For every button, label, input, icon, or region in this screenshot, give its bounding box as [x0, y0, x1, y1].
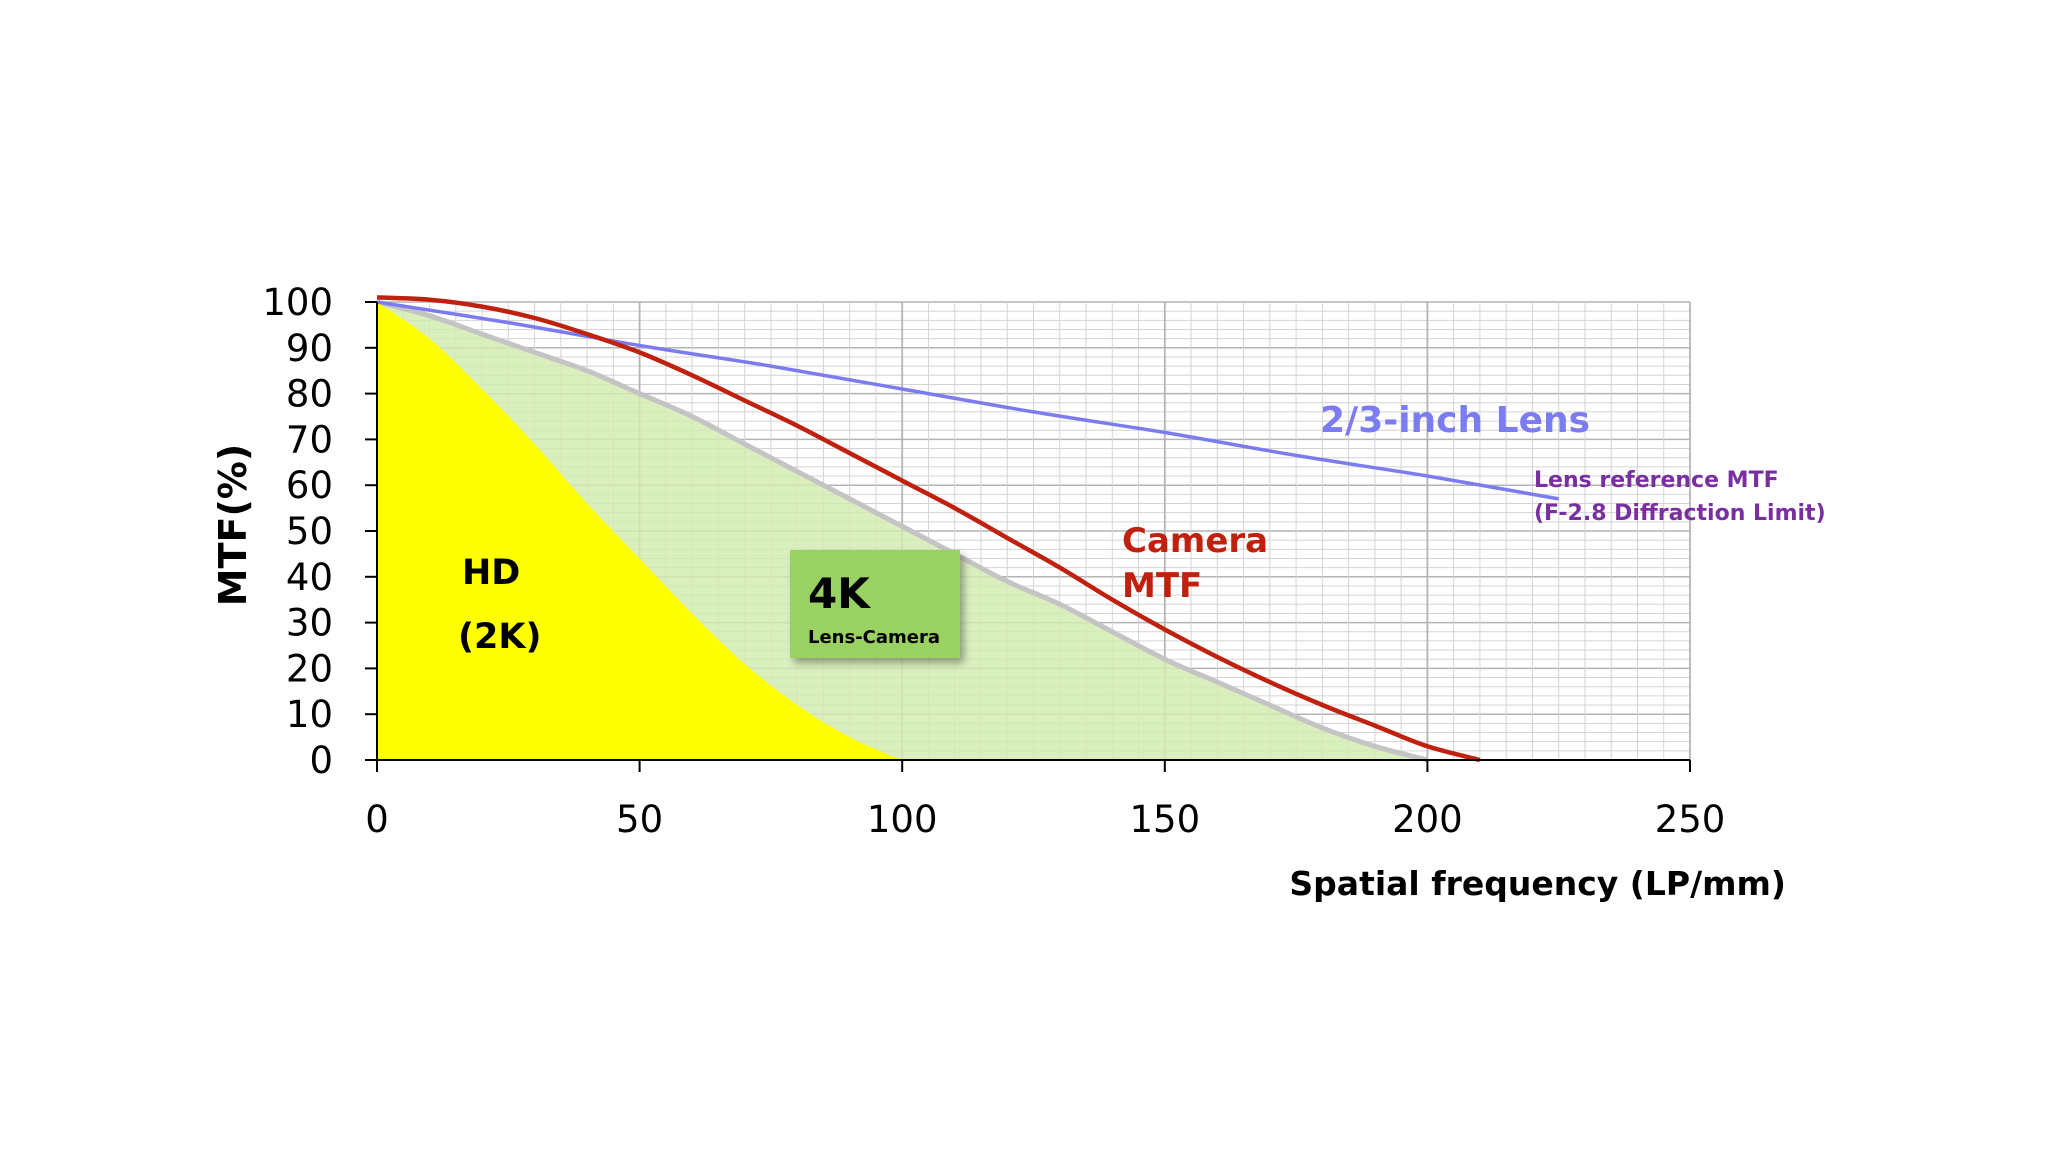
x-tick-label: 150 [1129, 798, 1200, 841]
y-axis-title: MTF(%) [211, 444, 255, 607]
fourk-box-title: 4K [808, 569, 871, 618]
axes-group [365, 301, 1691, 772]
x-axis-title: Spatial frequency (LP/mm) [1289, 864, 1786, 903]
y-tick-label: 30 [286, 602, 333, 645]
hd-label-line1: HD [462, 553, 520, 593]
fourk-box-bg [790, 550, 960, 658]
x-tick-label: 250 [1655, 798, 1726, 841]
lens-mtf-line [376, 300, 1559, 501]
y-tick-label: 80 [286, 373, 333, 416]
y-tick-label: 20 [286, 647, 333, 690]
lens-series-label: 2/3-inch Lens [1320, 400, 1590, 441]
camera-label-line1: Camera [1122, 521, 1268, 561]
y-tick-label: 60 [286, 464, 333, 507]
hd-label: HD (2K) [458, 553, 541, 657]
y-tick-label: 10 [286, 693, 333, 736]
camera-mtf-line [376, 295, 1481, 763]
y-tick-label: 100 [262, 281, 333, 324]
line-series-group [376, 295, 1559, 763]
y-tick-label: 90 [286, 327, 333, 370]
fourk-box: 4K Lens-Camera [790, 550, 960, 658]
lens-reference-line2: (F-2.8 Diffraction Limit) [1534, 501, 1826, 526]
camera-label-line2: MTF [1122, 566, 1202, 606]
y-tick-label: 0 [309, 739, 333, 782]
x-tick-label: 200 [1392, 798, 1463, 841]
camera-series-label: Camera MTF [1122, 521, 1268, 606]
x-tick-label: 50 [616, 798, 663, 841]
lens-reference-label: Lens reference MTF (F-2.8 Diffraction Li… [1534, 468, 1826, 526]
hd-label-line2: (2K) [458, 617, 541, 657]
x-tick-label: 100 [867, 798, 938, 841]
y-tick-label: 70 [286, 418, 333, 461]
x-tick-label: 0 [365, 798, 389, 841]
y-tick-label: 40 [286, 556, 333, 599]
y-tick-label: 50 [286, 510, 333, 553]
lens-reference-line1: Lens reference MTF [1534, 468, 1779, 493]
hd-area [377, 302, 903, 760]
area-series-group [376, 299, 1429, 763]
fourk-box-subtitle: Lens-Camera [808, 627, 940, 648]
fourk-area-edge [376, 299, 1429, 763]
